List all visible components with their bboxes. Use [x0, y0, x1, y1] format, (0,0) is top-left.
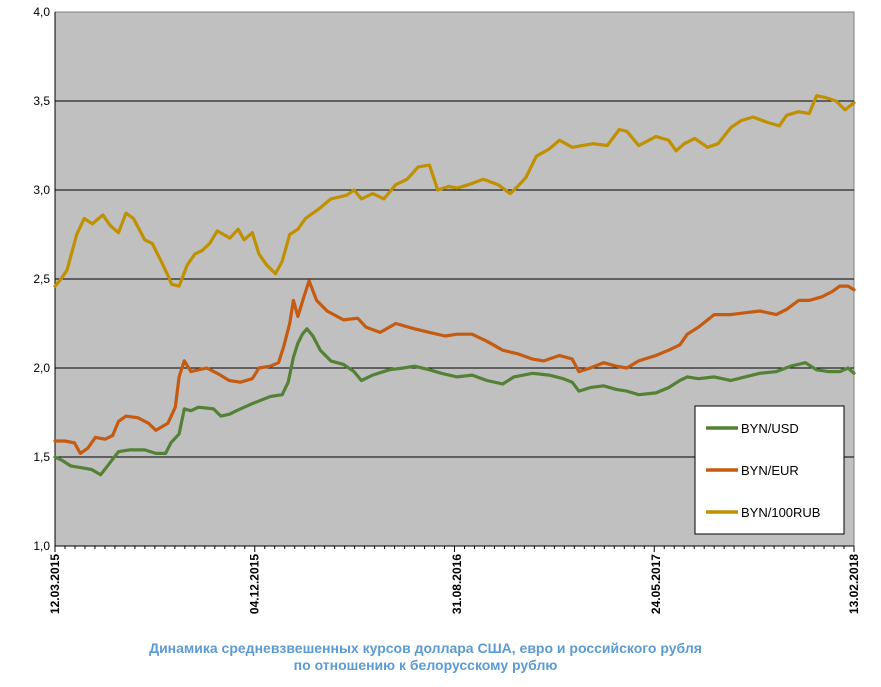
series-line-usd: [53, 327, 856, 477]
chart-caption-line-1: Динамика средневзвешенных курсов доллара…: [149, 640, 702, 656]
series-lines: [53, 94, 856, 477]
legend-label-rub: BYN/100RUB: [741, 505, 820, 520]
series-line-rub: [53, 94, 856, 288]
x-tick-label: 13.02.2018: [847, 554, 861, 614]
y-tick-label: 3,0: [33, 183, 50, 197]
y-axis-tick-labels: 1,0 1,5 2,0 2,5 3,0 3,5 4,0: [33, 5, 50, 553]
x-tick-label: 24.05.2017: [649, 554, 663, 614]
legend-label-eur: BYN/EUR: [741, 463, 799, 478]
x-tick-label: 04.12.2015: [248, 554, 262, 614]
series-line-eur: [53, 279, 856, 455]
x-tick-label: 31.08.2016: [450, 554, 464, 614]
y-tick-label: 2,5: [33, 272, 50, 286]
y-tick-label: 1,5: [33, 450, 50, 464]
chart-caption-line-2: по отношению к белорусскому рублю: [293, 657, 558, 673]
legend: BYN/USD BYN/EUR BYN/100RUB: [694, 405, 845, 535]
y-tick-label: 4,0: [33, 5, 50, 19]
y-tick-label: 3,5: [33, 94, 50, 108]
x-tick-label: 12.03.2015: [48, 554, 62, 614]
legend-label-usd: BYN/USD: [741, 421, 799, 436]
y-tick-label: 2,0: [33, 361, 50, 375]
y-tick-label: 1,0: [33, 539, 50, 553]
